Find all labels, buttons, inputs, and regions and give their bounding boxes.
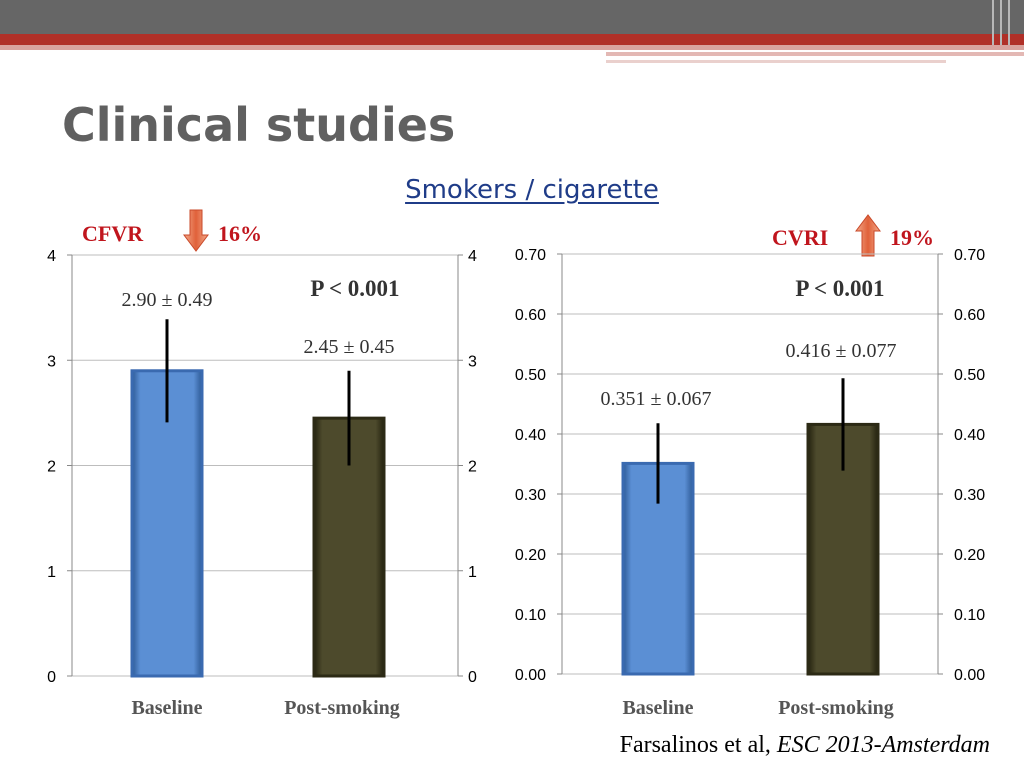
y-tick-label: 0 xyxy=(47,669,56,686)
header-vertical-lines-2 xyxy=(1000,0,1002,45)
category-label-1: Post-smoking xyxy=(778,697,894,719)
header-light-stripe-2 xyxy=(606,60,946,63)
y2-tick-label: 0.30 xyxy=(954,487,985,504)
cvri-label: CVRI xyxy=(772,225,829,250)
citation-venue: ESC 2013-Amsterdam xyxy=(776,732,990,758)
category-label-1: Post-smoking xyxy=(284,697,400,719)
slide-subtitle: Smokers / cigarette xyxy=(405,175,659,205)
y-tick-label: 0.40 xyxy=(515,427,546,444)
y-tick-label: 0.70 xyxy=(515,247,546,264)
data-label-1: 2.45 ± 0.45 xyxy=(304,336,395,358)
y-tick-label: 1 xyxy=(47,564,56,581)
header-red-band xyxy=(0,34,1024,45)
citation: Farsalinos et al, ESC 2013-Amsterdam xyxy=(620,732,990,759)
y2-tick-label: 0.50 xyxy=(954,367,985,384)
cfvr-label: CFVR xyxy=(82,221,144,246)
data-label-1: 0.416 ± 0.077 xyxy=(786,340,897,362)
y2-tick-label: 1 xyxy=(468,564,477,581)
category-label-0: Baseline xyxy=(622,697,693,719)
header-vertical-lines xyxy=(992,0,994,45)
y2-tick-label: 0.20 xyxy=(954,547,985,564)
data-label-0: 0.351 ± 0.067 xyxy=(601,388,712,410)
cvri-change-percent: 19% xyxy=(890,225,934,250)
y2-tick-label: 4 xyxy=(468,248,477,265)
data-label-0: 2.90 ± 0.49 xyxy=(122,289,213,311)
header-gray-band xyxy=(0,0,1024,34)
y-tick-label: 0.60 xyxy=(515,307,546,324)
y2-tick-label: 0.00 xyxy=(954,667,985,684)
y2-tick-label: 0.40 xyxy=(954,427,985,444)
y2-tick-label: 0 xyxy=(468,669,477,686)
cfvr-change-percent: 16% xyxy=(218,221,262,246)
header-vertical-lines-3 xyxy=(1008,0,1010,45)
y2-tick-label: 0.70 xyxy=(954,247,985,264)
y2-tick-label: 0.10 xyxy=(954,607,985,624)
y-tick-label: 4 xyxy=(47,248,56,265)
y-tick-label: 2 xyxy=(47,459,56,476)
header-pink-stripe xyxy=(0,45,1024,50)
y2-tick-label: 0.60 xyxy=(954,307,985,324)
y-tick-label: 0.30 xyxy=(515,487,546,504)
header-light-stripe xyxy=(606,52,1024,56)
category-label-0: Baseline xyxy=(131,697,202,719)
y-tick-label: 3 xyxy=(47,353,56,370)
slide-title: Clinical studies xyxy=(62,98,456,152)
p-value-annotation: P < 0.001 xyxy=(795,276,884,301)
y-tick-label: 0.50 xyxy=(515,367,546,384)
y2-tick-label: 2 xyxy=(468,459,477,476)
y-tick-label: 0.00 xyxy=(515,667,546,684)
p-value-annotation: P < 0.001 xyxy=(310,276,399,301)
y-tick-label: 0.20 xyxy=(515,547,546,564)
citation-authors: Farsalinos et al, xyxy=(619,732,777,758)
arrow-up-icon xyxy=(855,214,881,257)
y-tick-label: 0.10 xyxy=(515,607,546,624)
arrow-down-icon xyxy=(183,209,209,252)
y2-tick-label: 3 xyxy=(468,353,477,370)
